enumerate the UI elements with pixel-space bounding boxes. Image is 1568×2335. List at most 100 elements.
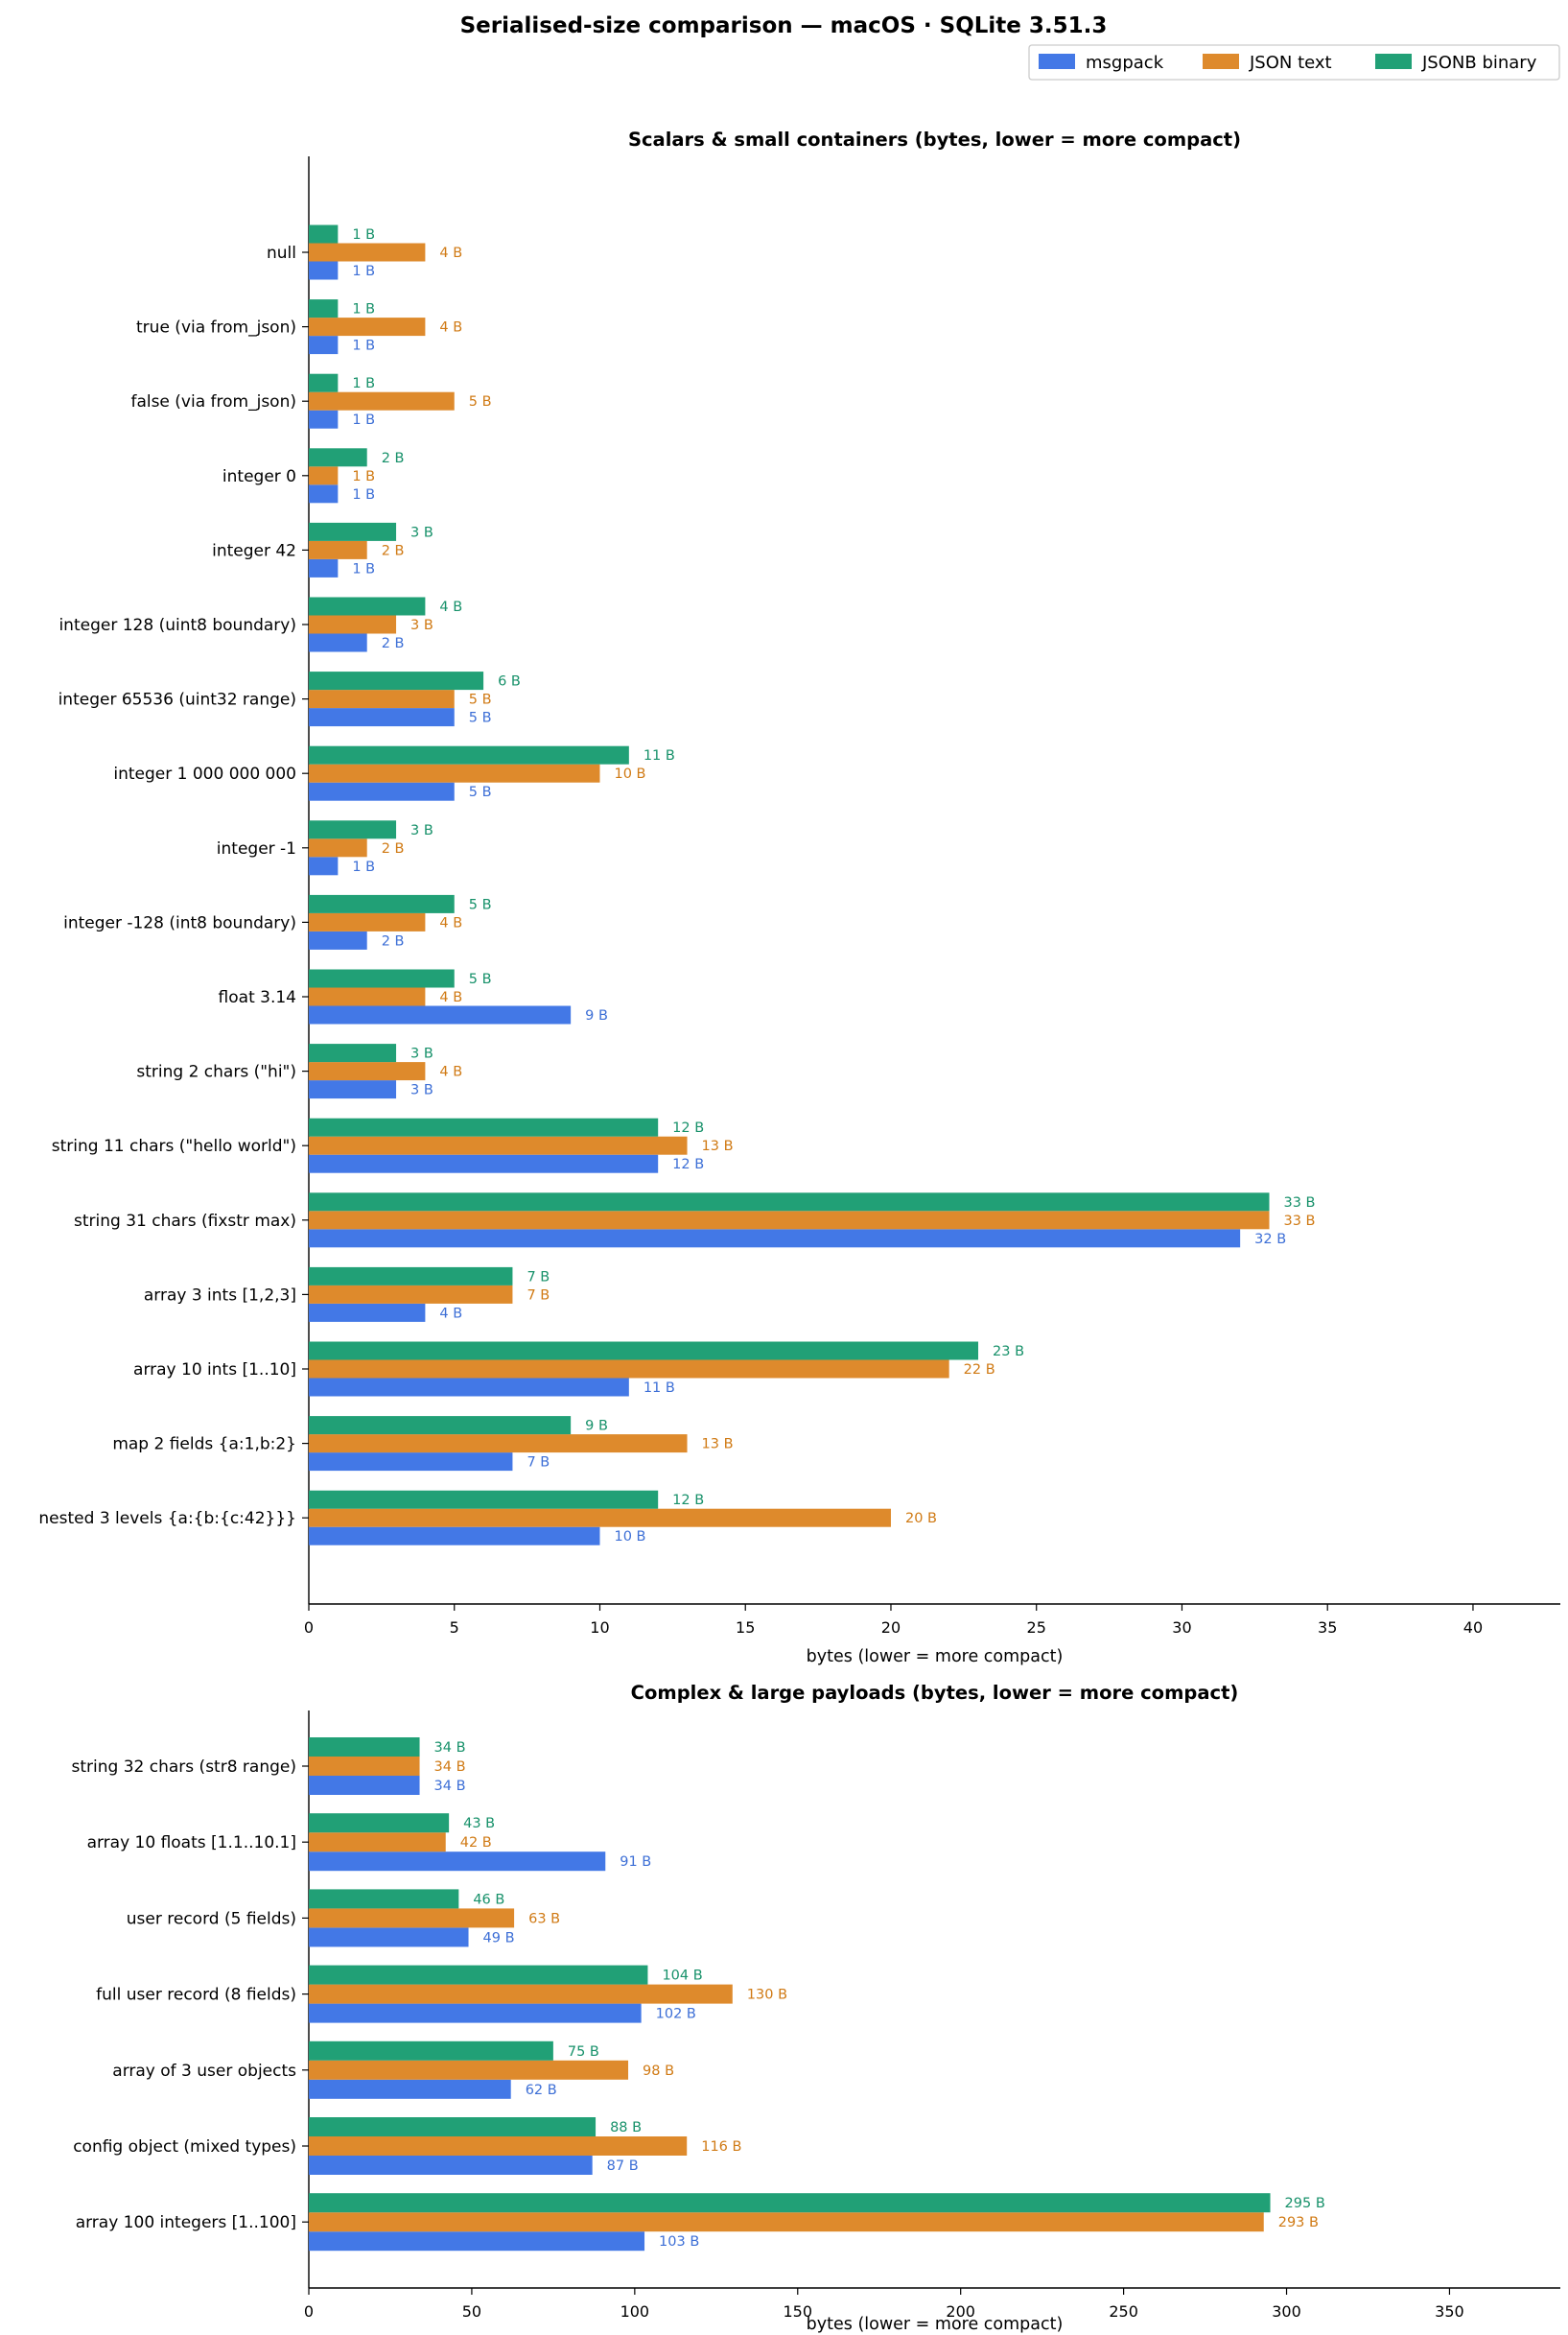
legend-label-json: JSON text — [1249, 53, 1332, 73]
y-tick-label: array of 3 user objects — [112, 2062, 296, 2081]
bar-json — [309, 243, 426, 262]
bar-jsonb — [309, 672, 484, 691]
bar-msgpack — [309, 1452, 513, 1472]
data-label-jsonb: 5 B — [469, 972, 492, 987]
bar-msgpack — [309, 931, 367, 950]
data-label-msgpack: 87 B — [607, 2158, 639, 2174]
bar-json — [309, 1832, 446, 1852]
bar-jsonb — [309, 1266, 513, 1285]
data-label-jsonb: 43 B — [463, 1816, 495, 1831]
bar-jsonb — [309, 820, 397, 839]
bar-msgpack — [309, 782, 455, 801]
y-tick-label: integer 128 (uint8 boundary) — [59, 616, 296, 635]
data-label-json: 34 B — [434, 1759, 466, 1775]
x-tick-label: 300 — [1272, 2302, 1301, 2321]
bar-msgpack — [309, 1080, 397, 1099]
bar-json — [309, 1359, 949, 1379]
bar-jsonb — [309, 1192, 1270, 1212]
bar-json — [309, 1062, 426, 1081]
data-label-msgpack: 91 B — [620, 1854, 651, 1870]
y-tick-label: nested 3 levels {a:{b:{c:42}}} — [38, 1509, 296, 1528]
bar-json — [309, 1984, 733, 2004]
data-label-jsonb: 88 B — [610, 2120, 642, 2135]
bar-json — [309, 540, 367, 559]
y-tick-label: array 3 ints [1,2,3] — [144, 1285, 296, 1305]
data-label-jsonb: 2 B — [382, 451, 405, 466]
data-label-json: 130 B — [747, 1988, 787, 2003]
data-label-msgpack: 103 B — [659, 2234, 699, 2250]
x-tick-label: 50 — [462, 2302, 481, 2321]
bar-jsonb — [309, 1341, 979, 1360]
data-label-json: 2 B — [382, 841, 405, 857]
data-label-json: 1 B — [352, 469, 375, 484]
bar-msgpack — [309, 1526, 600, 1545]
legend: msgpack JSON text JSONB binary — [1028, 44, 1560, 81]
data-label-msgpack: 1 B — [352, 561, 375, 577]
data-label-json: 293 B — [1278, 2215, 1319, 2230]
data-label-jsonb: 12 B — [672, 1493, 704, 1508]
bar-jsonb — [309, 969, 455, 988]
data-label-msgpack: 1 B — [352, 339, 375, 354]
y-tick-label: string 32 chars (str8 range) — [72, 1757, 296, 1777]
x-tick-label: 10 — [590, 1618, 609, 1637]
y-tick-label: integer 42 — [212, 541, 296, 560]
bar-json — [309, 690, 455, 709]
data-label-msgpack: 12 B — [672, 1157, 704, 1172]
x-tick-label: 15 — [736, 1618, 755, 1637]
bar-json — [309, 838, 367, 858]
data-label-jsonb: 12 B — [672, 1120, 704, 1136]
bar-msgpack — [309, 1776, 420, 1795]
bar-msgpack — [309, 2156, 593, 2175]
bar-json — [309, 1136, 688, 1155]
bar-json — [309, 1434, 688, 1453]
y-tick-label: user record (5 fields) — [127, 1909, 296, 1928]
bar-jsonb — [309, 894, 455, 913]
bar-json — [309, 318, 426, 337]
x-tick-label: 25 — [1027, 1618, 1046, 1637]
data-label-json: 4 B — [439, 990, 462, 1005]
bar-msgpack — [309, 633, 367, 652]
data-label-json: 5 B — [469, 693, 492, 708]
data-label-json: 116 B — [701, 2139, 741, 2155]
data-label-msgpack: 7 B — [527, 1455, 550, 1471]
bar-json — [309, 2060, 629, 2080]
bar-jsonb — [309, 448, 367, 467]
data-label-json: 13 B — [702, 1437, 734, 1452]
data-label-json: 10 B — [614, 767, 645, 782]
data-label-json: 63 B — [528, 1911, 560, 1926]
x-tick-label: 0 — [304, 2302, 314, 2321]
data-label-json: 33 B — [1284, 1214, 1316, 1229]
y-tick-label: array 10 ints [1..10] — [133, 1360, 296, 1380]
bar-msgpack — [309, 1927, 469, 1947]
bar-jsonb — [309, 1965, 648, 1985]
bar-jsonb — [309, 299, 339, 318]
y-tick-label: full user record (8 fields) — [96, 1986, 296, 2005]
data-label-jsonb: 46 B — [473, 1892, 504, 1907]
y-tick-label: array 10 floats [1.1..10.1] — [87, 1833, 296, 1852]
data-label-msgpack: 3 B — [410, 1083, 433, 1098]
panel-complex: Complex & large payloads (bytes, lower =… — [72, 1682, 1560, 2334]
bar-msgpack — [309, 336, 339, 355]
y-tick-label: string 2 chars ("hi") — [136, 1063, 296, 1082]
x-tick-label: 40 — [1463, 1618, 1483, 1637]
bar-msgpack — [309, 558, 339, 578]
data-label-msgpack: 1 B — [352, 860, 375, 875]
x-tick-label: 150 — [783, 2302, 812, 2321]
bar-json — [309, 764, 600, 783]
data-label-jsonb: 11 B — [644, 748, 675, 764]
data-label-msgpack: 102 B — [656, 2007, 696, 2022]
legend-label-jsonb: JSONB binary — [1421, 53, 1537, 73]
y-tick-label: float 3.14 — [219, 988, 296, 1007]
panel-title: Complex & large payloads (bytes, lower =… — [631, 1682, 1239, 1704]
bar-msgpack — [309, 1229, 1241, 1248]
x-tick-label: 20 — [881, 1618, 901, 1637]
legend-label-msgpack: msgpack — [1086, 53, 1164, 73]
data-label-jsonb: 3 B — [410, 1047, 433, 1062]
bar-jsonb — [309, 1490, 659, 1509]
legend-frame — [1028, 44, 1560, 81]
data-label-jsonb: 33 B — [1284, 1195, 1316, 1211]
y-tick-label: false (via from_json) — [130, 392, 296, 412]
data-label-msgpack: 32 B — [1254, 1232, 1286, 1247]
x-tick-label: 35 — [1318, 1618, 1337, 1637]
x-tick-label: 250 — [1109, 2302, 1138, 2321]
